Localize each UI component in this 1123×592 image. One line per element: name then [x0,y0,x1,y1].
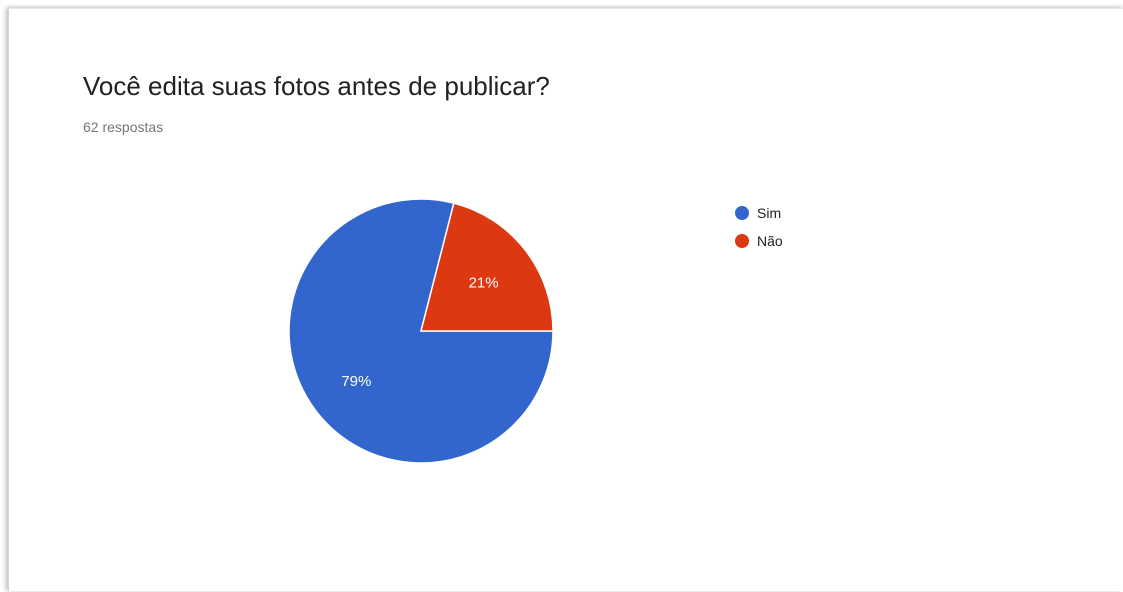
legend-item-sim[interactable]: Sim [735,199,783,227]
legend-label: Não [757,233,783,249]
legend-label: Sim [757,205,782,221]
pie-slice-nao[interactable] [420,202,554,332]
chart-card: Você edita suas fotos antes de publicar?… [8,8,1123,591]
legend-swatch-icon [735,234,749,248]
chart-legend: Sim Não [735,199,783,255]
pie-slice-label: 21% [469,274,499,291]
legend-item-nao[interactable]: Não [735,227,783,255]
pie-slice-label: 79% [341,373,371,390]
pie-chart: 79% 21% [288,198,554,464]
response-count: 62 respostas [83,119,164,135]
question-title: Você edita suas fotos antes de publicar? [83,71,550,101]
legend-swatch-icon [735,206,749,220]
